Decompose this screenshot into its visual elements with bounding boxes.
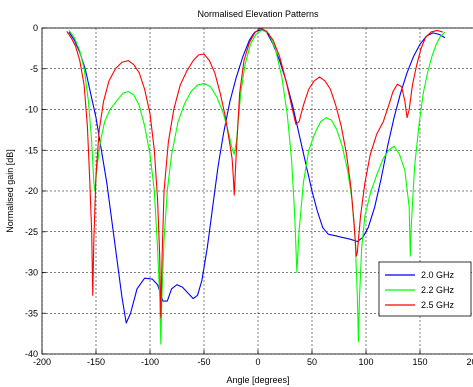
x-tick-label: 100 <box>358 357 373 367</box>
x-tick-label: 0 <box>255 357 260 367</box>
x-tick-label: -50 <box>197 357 210 367</box>
x-tick-label: -200 <box>33 357 51 367</box>
x-tick-label: -100 <box>141 357 159 367</box>
x-tick-label: -150 <box>87 357 105 367</box>
legend-label: 2.0 GHz <box>421 270 455 280</box>
x-axis-label: Angle [degrees] <box>226 375 289 385</box>
y-tick-label: 0 <box>33 23 38 33</box>
y-axis: 0 -5 -10 -15 -20 -25 -30 -35 -40 <box>25 23 46 359</box>
series-line-2-5-ghz <box>66 27 443 318</box>
y-tick-label: -10 <box>25 105 38 115</box>
legend-label: 2.5 GHz <box>421 300 455 310</box>
y-tick-label: -25 <box>25 227 38 237</box>
series-layer <box>66 27 446 345</box>
series-line-2-2-ghz <box>68 29 446 345</box>
series-line-2-0-ghz <box>68 29 446 324</box>
y-tick-label: -15 <box>25 145 38 155</box>
legend: 2.0 GHz 2.2 GHz 2.5 GHz <box>378 261 472 317</box>
y-axis-label: Normalised gain [dB] <box>5 149 15 233</box>
y-tick-label: -20 <box>25 186 38 196</box>
y-tick-label: -5 <box>30 64 38 74</box>
legend-box <box>378 261 472 317</box>
x-axis: -200 -150 -100 -50 0 50 100 150 200 <box>33 350 473 367</box>
legend-label: 2.2 GHz <box>421 285 455 295</box>
y-tick-label: -35 <box>25 308 38 318</box>
x-tick-label: 150 <box>412 357 427 367</box>
y-tick-label: -40 <box>25 349 38 359</box>
y-tick-label: -30 <box>25 268 38 278</box>
chart-title: Normalised Elevation Patterns <box>197 9 319 19</box>
x-tick-label: 50 <box>307 357 317 367</box>
x-tick-label: 200 <box>466 357 473 367</box>
